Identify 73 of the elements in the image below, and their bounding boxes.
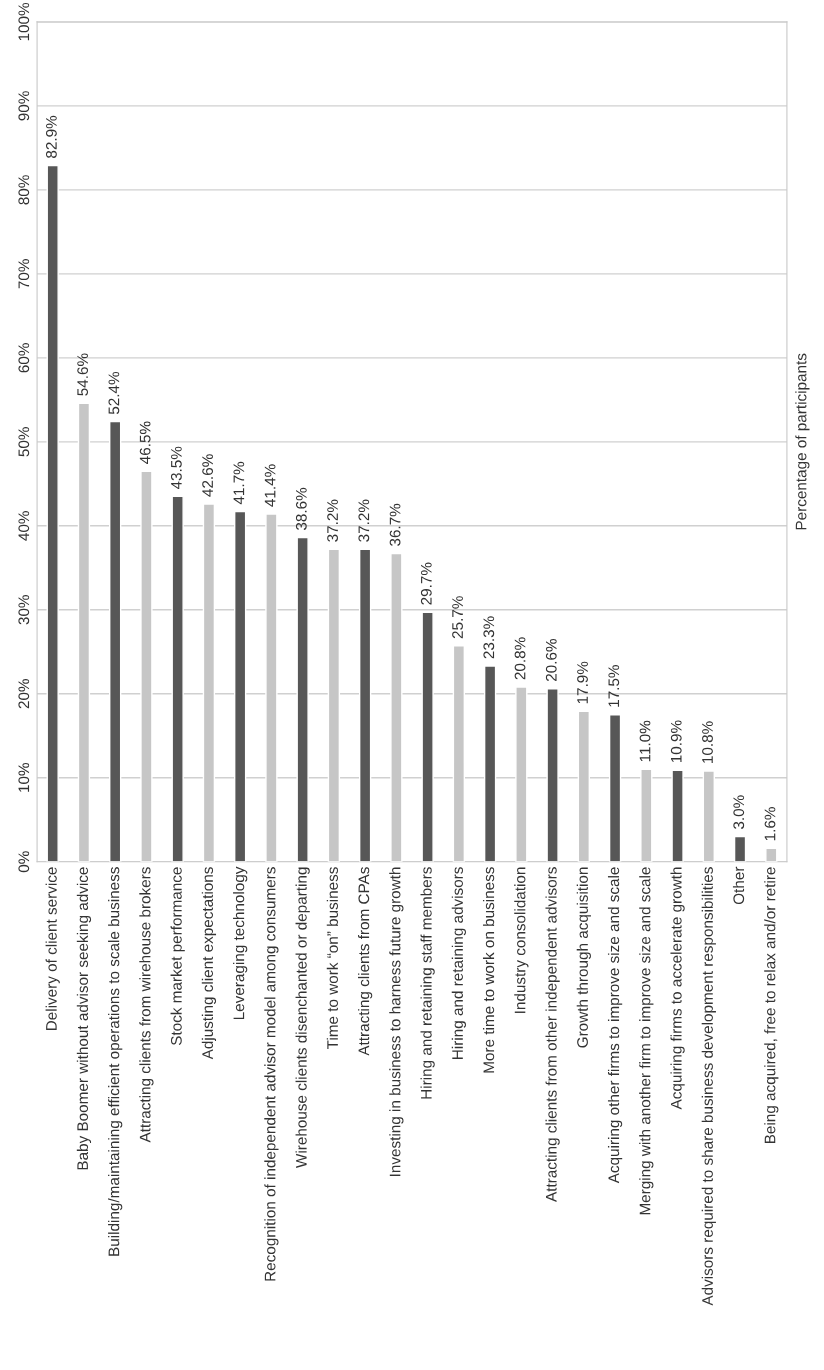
data-label: 20.8%	[514, 637, 526, 680]
bar	[765, 847, 778, 862]
data-label: 10.8%	[702, 721, 713, 763]
x-tick-label: Baby Boomer without advisor seeking advice	[76, 867, 92, 1170]
x-tick-label: Growth through acquisition	[576, 867, 591, 1048]
y-tick-label: 0%	[18, 851, 30, 873]
data-label: 46.5%	[139, 421, 151, 464]
data-label: 17.9%	[577, 661, 588, 704]
y-tick-label: 80%	[18, 175, 30, 205]
x-tick-label: Acquiring firms to accelerate growth	[670, 867, 685, 1110]
x-tick-label: Other	[732, 866, 745, 905]
data-label: 54.6%	[77, 353, 89, 396]
x-tick-label: Industry consolidation	[514, 867, 529, 1013]
bar	[733, 835, 747, 862]
bar	[546, 688, 559, 862]
x-tick-label: Being acquired, free to relax and/or retire	[764, 867, 779, 1144]
data-label: 43.5%	[170, 446, 182, 490]
data-label: 25.7%	[452, 596, 463, 639]
bar	[46, 164, 59, 862]
data-label: 3.0%	[733, 795, 745, 830]
x-tick-label: Leveraging technology	[233, 866, 248, 1020]
data-label: 1.6%	[764, 807, 776, 841]
data-label: 29.7%	[420, 562, 432, 605]
data-label: 11.0%	[639, 720, 651, 762]
data-label: 82.9%	[45, 115, 57, 158]
x-tick-label: More time to work on business	[482, 867, 495, 1073]
y-tick-label: 70%	[18, 259, 30, 289]
x-tick-label: Building/maintaining efficient operations to scale business	[108, 867, 123, 1256]
bar	[171, 495, 184, 862]
x-tick-label: Wirehouse clients disenchanted or departing	[295, 867, 310, 1168]
bar	[671, 769, 684, 862]
bar	[483, 665, 497, 862]
data-label: 37.2%	[358, 499, 370, 542]
data-label: 17.5%	[608, 665, 620, 707]
x-tick-label: Attracting clients from other independent advisors	[545, 867, 560, 1202]
y-tick-label: 30%	[18, 595, 30, 625]
data-label: 41.4%	[264, 464, 276, 507]
y-tick-label: 20%	[18, 679, 30, 709]
x-tick-label: Time to work “on” business	[326, 867, 338, 1050]
y-tick-label: 10%	[18, 763, 30, 792]
data-label: 23.3%	[483, 616, 495, 659]
bar	[233, 510, 247, 862]
x-tick-label: Advisors required to share business development responsibilities	[701, 867, 716, 1306]
x-tick-label: Merging with another firm to improve size and scale	[639, 867, 654, 1215]
y-axis-title: Percentage of participants	[795, 353, 810, 530]
data-label: 20.6%	[545, 639, 557, 682]
bar	[296, 536, 309, 862]
data-label: 10.9%	[670, 720, 682, 763]
y-tick-label: 60%	[18, 343, 30, 373]
bar	[109, 420, 122, 862]
x-tick-label: Hiring and retaining advisors	[451, 867, 466, 1059]
data-label: 52.4%	[108, 371, 120, 415]
x-tick-label: Attracting clients from wirehouse brokers	[139, 867, 154, 1143]
x-tick-label: Stock market performance	[170, 867, 185, 1046]
x-tick-label: Acquiring other firms to improve size and scale	[607, 867, 623, 1184]
y-tick-label: 40%	[18, 511, 30, 541]
bar	[608, 714, 622, 862]
bar	[421, 611, 434, 862]
y-tick-label: 90%	[18, 91, 30, 121]
x-tick-label: Adjusting client expectations	[201, 867, 217, 1060]
data-label: 42.6%	[202, 454, 214, 497]
y-tick-label: 50%	[18, 427, 30, 457]
x-tick-label: Investing in business to harness future growth	[389, 867, 404, 1176]
data-label: 41.7%	[233, 461, 245, 505]
x-tick-label: Recognition of independent advisor model among consumers	[264, 867, 279, 1281]
bar	[358, 548, 372, 862]
x-tick-label: Delivery of client service	[45, 867, 60, 1031]
data-label: 36.7%	[389, 503, 401, 546]
x-tick-label: Attracting clients from CPAs	[358, 867, 373, 1056]
y-tick-label: 100%	[18, 2, 30, 41]
data-label: 38.6%	[295, 487, 307, 531]
data-label: 37.2%	[327, 499, 338, 542]
x-tick-label: Hiring and retaining staff members	[420, 867, 435, 1099]
